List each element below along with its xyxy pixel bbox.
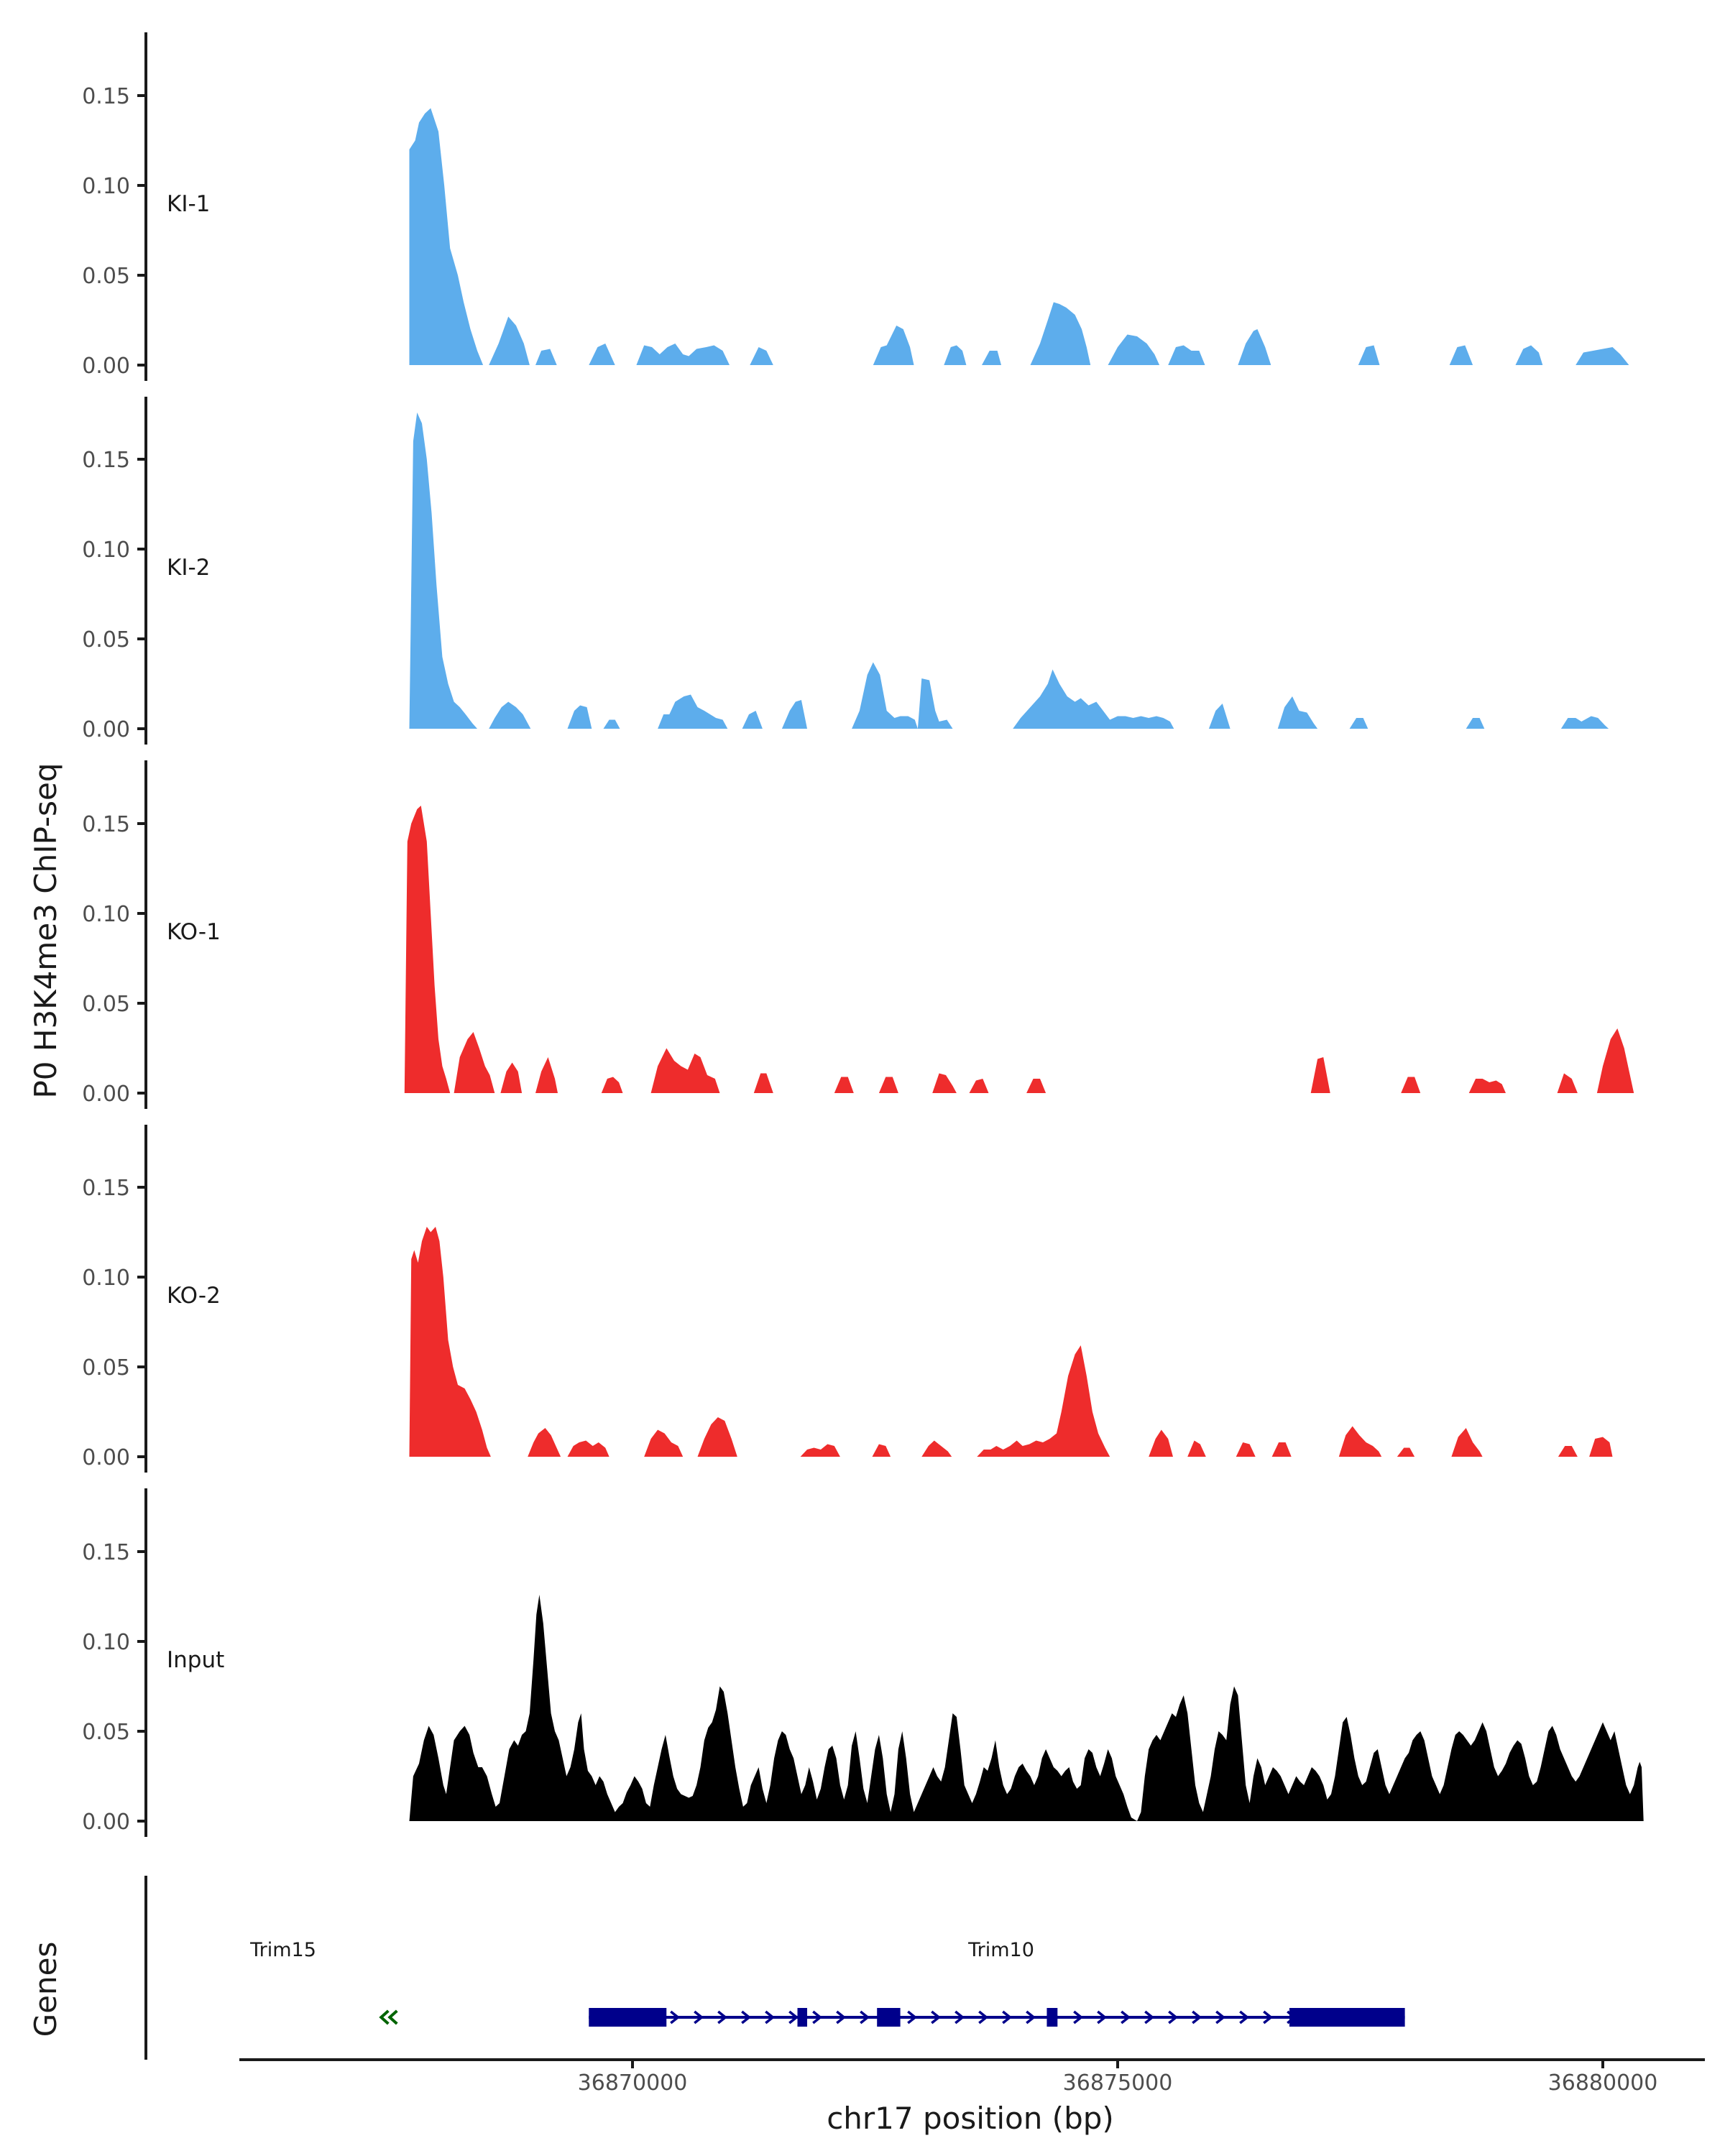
y-tick-label: 0.15 [82,84,130,109]
strand-arrow [1121,2010,1131,2024]
strand-arrow [1097,2010,1108,2024]
strand-arrow [931,2010,942,2024]
strand-arrow [954,2010,965,2024]
y-tick-label: 0.10 [82,1630,130,1655]
strand-arrow [717,2010,728,2024]
x-tick-label: 36875000 [1063,2070,1173,2096]
x-tick-label: 36870000 [578,2070,688,2096]
track-ko-1: 0.00 0.05 0.10 0.15 KO-1 [82,760,1634,1109]
y-tick-label: 0.05 [82,264,130,289]
gene-label: Trim10 [967,1939,1034,1961]
strand-arrow [387,2009,398,2025]
track-label: Input [167,1647,224,1673]
strand-arrow [741,2010,752,2024]
strand-arrow [812,2010,823,2024]
gene-trim15: Trim15 [249,1939,398,2025]
track-input: 0.00 0.05 0.10 0.15 Input [82,1488,1644,1837]
gene-trim10: Trim10 [589,1939,1405,2027]
genes-axis-title: Genes [28,1942,63,2037]
track-label: KI-1 [167,191,210,217]
gene-exon [589,2008,667,2027]
y-tick-label: 0.00 [82,354,130,379]
signal-tracks: 0.00 0.05 0.10 0.15 KI-1 0.00 0.05 0.10 0.15 KI-2… [82,32,1644,1837]
y-tick-label: 0.00 [82,1082,130,1107]
strand-arrow [670,2010,681,2024]
x-tick-label: 36880000 [1548,2070,1658,2096]
track-label: KO-1 [167,919,221,945]
signal-area-input [409,1595,1644,1821]
y-tick-label: 0.05 [82,1720,130,1745]
strand-arrow [978,2010,989,2024]
strand-arrow [379,2009,390,2025]
gene-exon [877,2008,901,2027]
strand-arrow [1002,2010,1013,2024]
genes-panel: Trim15 Trim10 [144,1876,1405,2060]
gene-exon [1289,2008,1405,2027]
y-axis-title: P0 H3K4me3 ChIP-seq [28,763,63,1098]
strand-arrow [788,2010,799,2024]
gene-exon [797,2008,807,2027]
strand-arrow [836,2010,847,2024]
y-tick-label: 0.00 [82,1810,130,1835]
strand-arrow [1026,2010,1036,2024]
y-tick-label: 0.05 [82,627,130,653]
y-tick-label: 0.05 [82,992,130,1017]
strand-arrow [1168,2010,1179,2024]
y-tick-label: 0.15 [82,448,130,473]
y-tick-label: 0.00 [82,717,130,742]
strand-arrow [765,2010,776,2024]
gene-exon [1046,2008,1058,2027]
y-tick-label: 0.00 [82,1445,130,1470]
track-ki-2: 0.00 0.05 0.10 0.15 KI-2 [82,397,1609,745]
signal-area-ko-2 [409,1227,1613,1457]
track-label: KO-2 [167,1283,221,1309]
x-axis: 36870000 36875000 36880000 [239,2058,1705,2096]
y-tick-label: 0.15 [82,812,130,837]
y-tick-label: 0.10 [82,174,130,199]
x-axis-title: chr17 position (bp) [827,2101,1114,2136]
track-ko-2: 0.00 0.05 0.10 0.15 KO-2 [82,1125,1613,1473]
y-tick-label: 0.10 [82,1266,130,1291]
track-label: KI-2 [167,555,210,581]
strand-arrow [860,2010,870,2024]
strand-arrow [694,2010,704,2024]
track-ki-1: 0.00 0.05 0.10 0.15 KI-1 [82,32,1629,381]
gene-label: Trim15 [249,1939,316,1961]
strand-arrow [1263,2010,1274,2024]
y-tick-label: 0.15 [82,1540,130,1565]
strand-arrow [1215,2010,1226,2024]
y-tick-label: 0.15 [82,1176,130,1201]
y-tick-label: 0.10 [82,538,130,563]
strand-arrow [1144,2010,1155,2024]
strand-arrow [1073,2010,1084,2024]
y-tick-label: 0.10 [82,902,130,927]
signal-area-ki-2 [409,413,1609,729]
y-tick-label: 0.05 [82,1355,130,1381]
strand-arrow [1192,2010,1202,2024]
strand-arrow [907,2010,918,2024]
signal-area-ko-1 [404,806,1634,1093]
signal-area-ki-1 [409,108,1629,365]
strand-arrow [1239,2010,1250,2024]
